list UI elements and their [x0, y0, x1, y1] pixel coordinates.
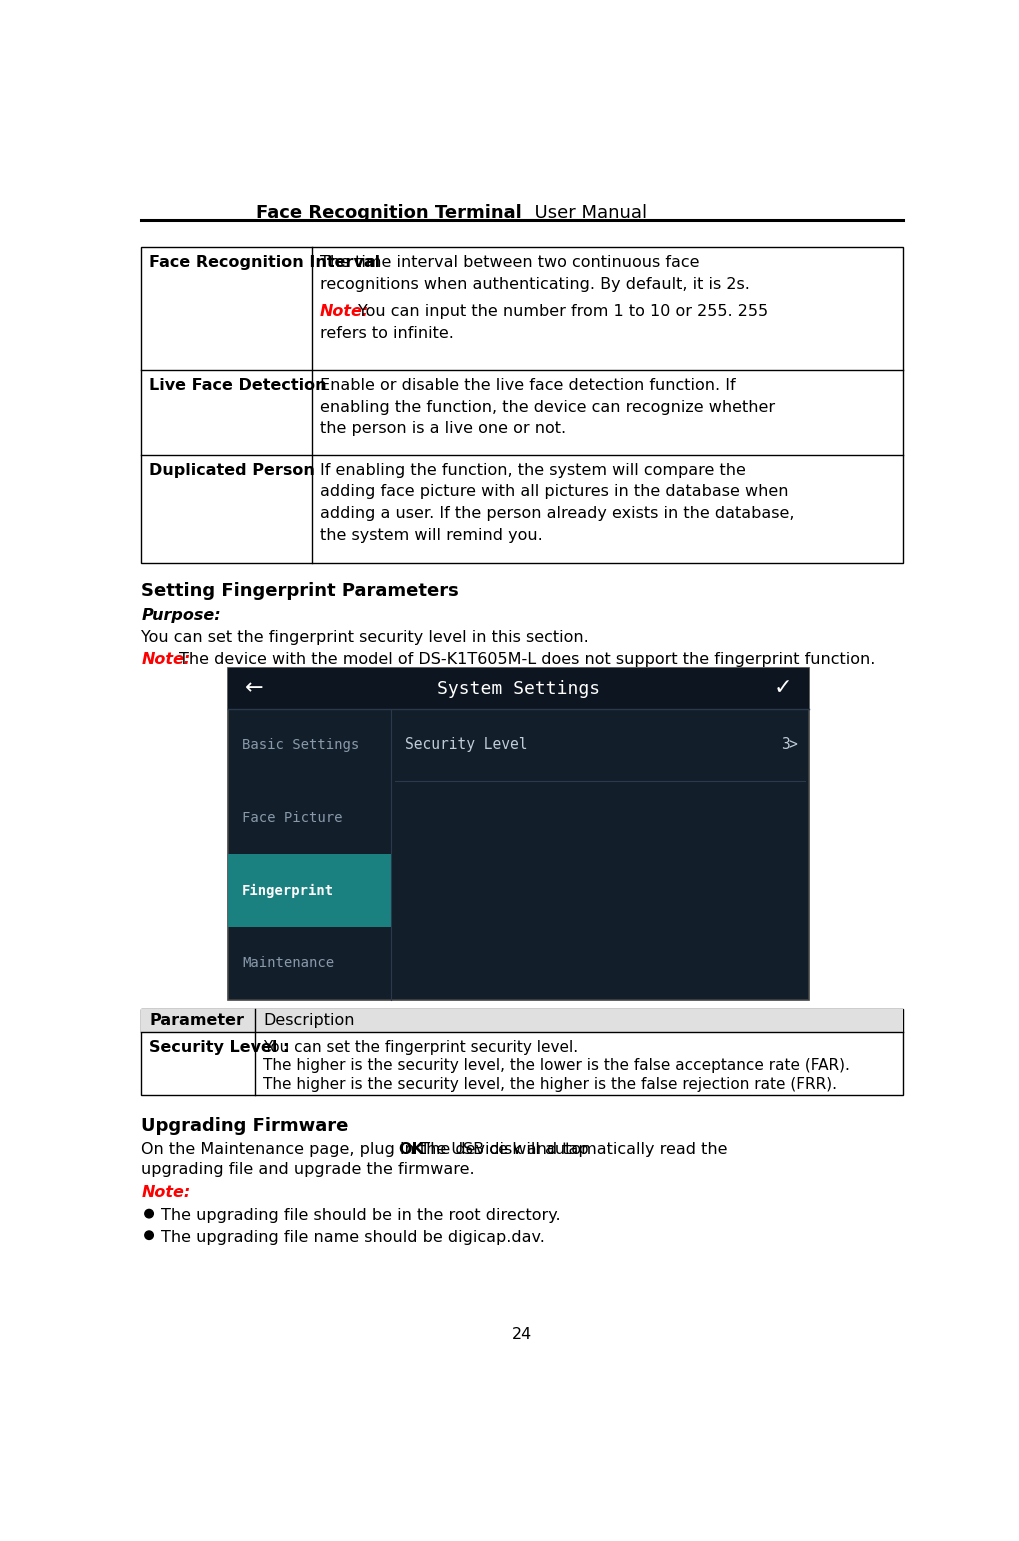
- Text: You can input the number from 1 to 10 or 255. 255: You can input the number from 1 to 10 or…: [359, 304, 768, 319]
- Text: Setting Fingerprint Parameters: Setting Fingerprint Parameters: [142, 582, 460, 601]
- Text: refers to infinite.: refers to infinite.: [320, 325, 453, 341]
- Text: The higher is the security level, the lower is the false acceptance rate (FAR).: The higher is the security level, the lo…: [263, 1059, 850, 1073]
- Circle shape: [145, 1231, 153, 1239]
- Text: 24: 24: [512, 1327, 532, 1342]
- Text: If enabling the function, the system will compare the: If enabling the function, the system wil…: [320, 462, 746, 478]
- Text: . The device will automatically read the: . The device will automatically read the: [411, 1142, 728, 1157]
- Text: Duplicated Person: Duplicated Person: [149, 462, 315, 478]
- Text: You can set the fingerprint security level.: You can set the fingerprint security lev…: [263, 1040, 578, 1054]
- Text: >: >: [789, 738, 797, 752]
- Text: On the Maintenance page, plug in the USB disk and tap: On the Maintenance page, plug in the USB…: [142, 1142, 594, 1157]
- Text: Note:: Note:: [320, 304, 369, 319]
- Text: Note:: Note:: [142, 1185, 191, 1200]
- Text: The higher is the security level, the higher is the false rejection rate (FRR).: The higher is the security level, the hi…: [263, 1077, 837, 1091]
- Text: adding face picture with all pictures in the database when: adding face picture with all pictures in…: [320, 484, 788, 499]
- Text: Upgrading Firmware: Upgrading Firmware: [142, 1117, 348, 1134]
- Text: ✓: ✓: [773, 678, 793, 698]
- Circle shape: [145, 1210, 153, 1217]
- Text: Purpose:: Purpose:: [142, 609, 221, 624]
- Text: The upgrading file should be in the root directory.: The upgrading file should be in the root…: [161, 1208, 561, 1224]
- Bar: [228, 669, 809, 1000]
- Text: Live Face Detection: Live Face Detection: [149, 378, 327, 393]
- Text: Fingerprint: Fingerprint: [243, 883, 334, 897]
- Text: OK: OK: [398, 1142, 425, 1157]
- Text: Face Recognition Interval: Face Recognition Interval: [149, 254, 380, 270]
- Bar: [142, 247, 903, 562]
- Text: the person is a live one or not.: the person is a live one or not.: [320, 421, 566, 436]
- Bar: [142, 1009, 903, 1096]
- Text: 3: 3: [782, 738, 790, 752]
- Bar: [228, 854, 391, 926]
- Text: upgrading file and upgrade the firmware.: upgrading file and upgrade the firmware.: [142, 1162, 475, 1177]
- Text: Note:: Note:: [142, 652, 191, 667]
- Text: The device with the model of DS-K1T605M-L does not support the fingerprint funct: The device with the model of DS-K1T605M-…: [178, 652, 875, 667]
- Text: enabling the function, the device can recognize whether: enabling the function, the device can re…: [320, 399, 774, 415]
- Text: Security Level: Security Level: [405, 738, 527, 752]
- Text: User Manual: User Manual: [524, 203, 647, 222]
- Text: recognitions when authenticating. By default, it is 2s.: recognitions when authenticating. By def…: [320, 276, 749, 291]
- Text: You can set the fingerprint security level in this section.: You can set the fingerprint security lev…: [142, 630, 589, 646]
- Text: Face Recognition Terminal: Face Recognition Terminal: [256, 203, 522, 222]
- Text: Parameter: Parameter: [149, 1012, 245, 1028]
- Text: Face Picture: Face Picture: [243, 811, 342, 824]
- Text: Enable or disable the live face detection function. If: Enable or disable the live face detectio…: [320, 378, 735, 393]
- Text: adding a user. If the person already exists in the database,: adding a user. If the person already exi…: [320, 505, 794, 521]
- Text: Description: Description: [263, 1012, 355, 1028]
- Text: the system will remind you.: the system will remind you.: [320, 527, 542, 542]
- Text: The time interval between two continuous face: The time interval between two continuous…: [320, 254, 699, 270]
- Text: Maintenance: Maintenance: [243, 957, 334, 971]
- Text: The upgrading file name should be digicap.dav.: The upgrading file name should be digica…: [161, 1230, 545, 1245]
- Text: System Settings: System Settings: [437, 680, 600, 698]
- Text: ←: ←: [246, 678, 264, 698]
- Bar: [228, 669, 809, 709]
- Bar: [142, 1009, 903, 1032]
- Text: Basic Settings: Basic Settings: [243, 738, 360, 752]
- Text: Security Level :: Security Level :: [149, 1040, 289, 1054]
